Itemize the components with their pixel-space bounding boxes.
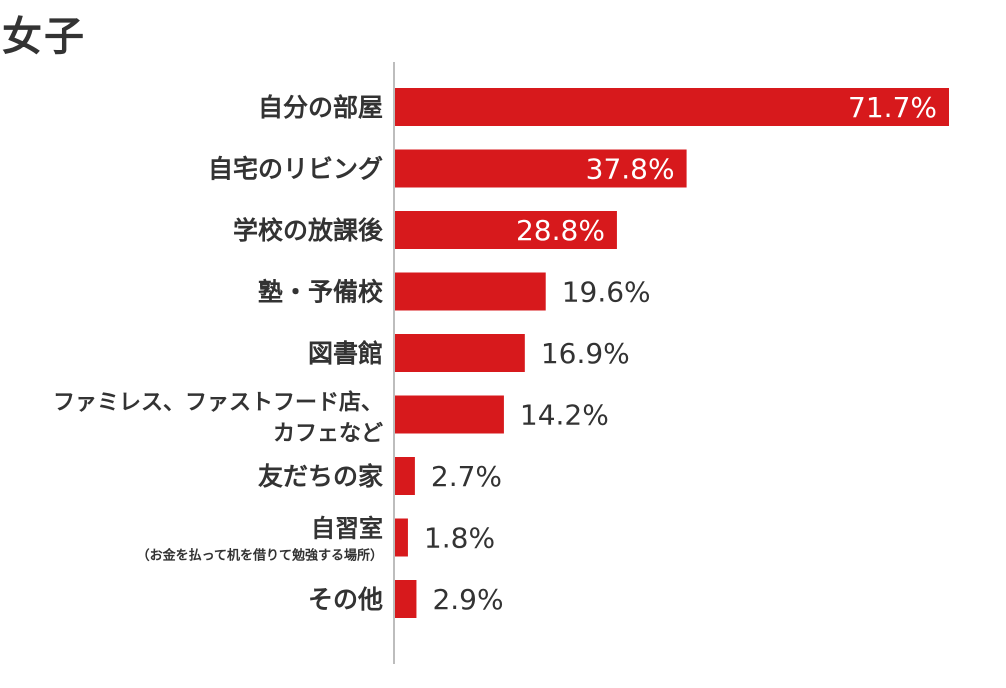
category-label: ファミレス、ファストフード店、 <box>53 391 383 416</box>
category-sublabel: （お金を払って机を借りて勉強する場所） <box>137 548 383 564</box>
bar <box>394 334 525 372</box>
category-label: 自分の部屋 <box>258 93 383 122</box>
chart-title: 女子 <box>2 14 86 60</box>
value-label: 19.6% <box>562 276 651 309</box>
bar <box>394 272 546 311</box>
bar <box>394 395 504 434</box>
bar <box>394 457 415 495</box>
value-label: 71.7% <box>848 91 937 124</box>
value-label: 2.9% <box>432 583 503 616</box>
bar <box>394 518 408 557</box>
bar <box>394 211 617 249</box>
category-label: 学校の放課後 <box>233 216 384 245</box>
value-label: 1.8% <box>424 522 495 555</box>
category-label: 自習室 <box>311 515 383 543</box>
value-label: 2.7% <box>431 460 502 493</box>
value-label: 28.8% <box>516 214 605 247</box>
value-label: 16.9% <box>541 337 630 370</box>
bar <box>394 580 417 618</box>
value-label: 14.2% <box>520 399 609 432</box>
bar <box>394 149 687 188</box>
category-label-line2: カフェなど <box>273 422 383 447</box>
bar <box>394 88 949 126</box>
category-label: 自宅のリビング <box>208 155 383 184</box>
category-label: 図書館 <box>308 339 383 368</box>
value-label: 37.8% <box>586 153 675 186</box>
category-label: 友だちの家 <box>258 462 383 491</box>
category-label: 塾・予備校 <box>258 278 384 307</box>
category-label: その他 <box>308 585 383 614</box>
